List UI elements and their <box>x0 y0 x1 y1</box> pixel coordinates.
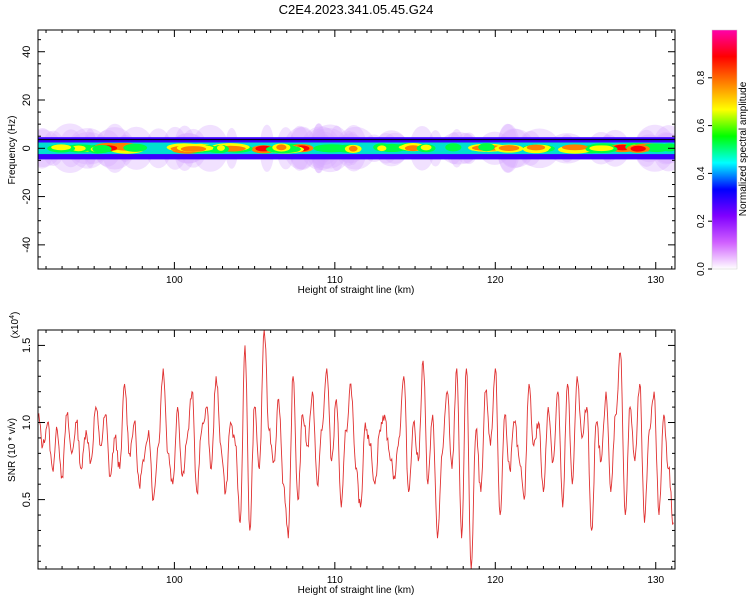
spectrogram-y-tick-label: -40 <box>21 237 33 253</box>
snr-panel: 100 110 120 130 0.5 1.0 1.5 Height of straight… <box>7 312 676 596</box>
snr-x-tick-label: 110 <box>327 575 343 586</box>
snr-multiplier-close: ) <box>10 312 21 315</box>
spectrogram-spot-core <box>561 144 588 151</box>
snr-frame <box>37 329 676 570</box>
snr-x-tick-label: 100 <box>166 575 183 586</box>
snr-axes: 100 110 120 130 0.5 1.0 1.5 <box>21 330 675 586</box>
snr-series-line <box>38 330 674 569</box>
snr-x-tick-label: 130 <box>647 575 664 586</box>
spectrogram-spot-core <box>180 146 207 152</box>
spectrogram-spot-core <box>377 145 387 152</box>
snr-y-tick-label: 0.5 <box>21 492 33 507</box>
spectrogram-spot-core <box>127 144 144 151</box>
spectrogram-spot-core <box>216 145 225 151</box>
snr-y-label: SNR (10 * v/v) <box>7 418 18 482</box>
spectrogram-x-tick-label: 110 <box>327 275 343 286</box>
spectrogram-x-tick-label: 100 <box>166 275 183 286</box>
spectrogram-y-tick-label: 40 <box>21 46 33 58</box>
colorbar-tick-label: 0.4 <box>696 166 707 180</box>
spectrogram-x-tick-label: 130 <box>647 275 664 286</box>
colorbar-gradient <box>712 30 737 269</box>
colorbar-tick-label: 0.8 <box>696 70 707 84</box>
colorbar-tick-label: 0.2 <box>696 214 707 228</box>
spectrogram-frame <box>37 29 676 270</box>
spectrogram-x-tick-label: 120 <box>487 275 504 286</box>
snr-multiplier-base: (x10 <box>10 318 21 338</box>
spectrogram-spot-core <box>404 145 422 152</box>
snr-x-tick-label: 120 <box>487 575 504 586</box>
snr-y-tick-label: 1.5 <box>21 338 33 353</box>
colorbar: 0.0 0.2 0.4 0.6 0.8 Normalized spectral ampl… <box>696 29 749 276</box>
snr-x-label: Height of straight line (km) <box>298 585 415 596</box>
spectrogram-spot-core <box>276 144 287 151</box>
spectrogram-panel: 100 110 120 130 -40 -20 0 20 40 Height of straig… <box>7 29 676 296</box>
colorbar-frame <box>711 29 738 270</box>
spectrogram-spot-core <box>498 145 520 151</box>
spectrogram-spot-core <box>449 144 458 151</box>
colorbar-tick-label: 0.0 <box>696 262 707 276</box>
colorbar-tick-label: 0.6 <box>696 118 707 132</box>
colorbar-label: Normalized spectral amplitude <box>738 81 749 216</box>
spectrogram-spot-core <box>71 145 86 152</box>
spectrogram-spot-core <box>348 145 358 152</box>
spectrogram-spot-core <box>317 145 347 152</box>
spectrogram-spot-core <box>96 146 108 152</box>
spectrogram-y-tick-label: 0 <box>21 145 33 151</box>
spectrogram-y-tick-label: 20 <box>21 94 33 106</box>
spectrogram-y-label: Frequency (Hz) <box>7 116 18 185</box>
spectrogram-spot-core <box>630 145 646 152</box>
snr-y-tick-label: 1.0 <box>21 415 33 430</box>
snr-multiplier-exp: 4 <box>9 315 16 319</box>
spectrogram-spot-core <box>589 145 614 152</box>
spectrogram-y-tick-label: -20 <box>21 189 33 205</box>
snr-plot-area <box>38 330 674 569</box>
spectrogram-x-label: Height of straight line (km) <box>298 285 415 296</box>
figure-title: C2E4.2023.341.05.45.G24 <box>279 2 434 17</box>
spectrogram-spot-core <box>526 144 546 151</box>
colorbar-ticks: 0.0 0.2 0.4 0.6 0.8 <box>696 70 712 276</box>
snr-y-multiplier: (x104) <box>9 312 21 339</box>
spectrogram-axes: 100 110 120 130 -40 -20 0 20 40 <box>21 30 675 286</box>
spectrogram-plot-area <box>38 123 675 174</box>
spectrogram-spot-core <box>420 144 432 151</box>
spectrogram-spot-core <box>482 145 491 151</box>
spectrogram-spot-core <box>51 144 72 151</box>
